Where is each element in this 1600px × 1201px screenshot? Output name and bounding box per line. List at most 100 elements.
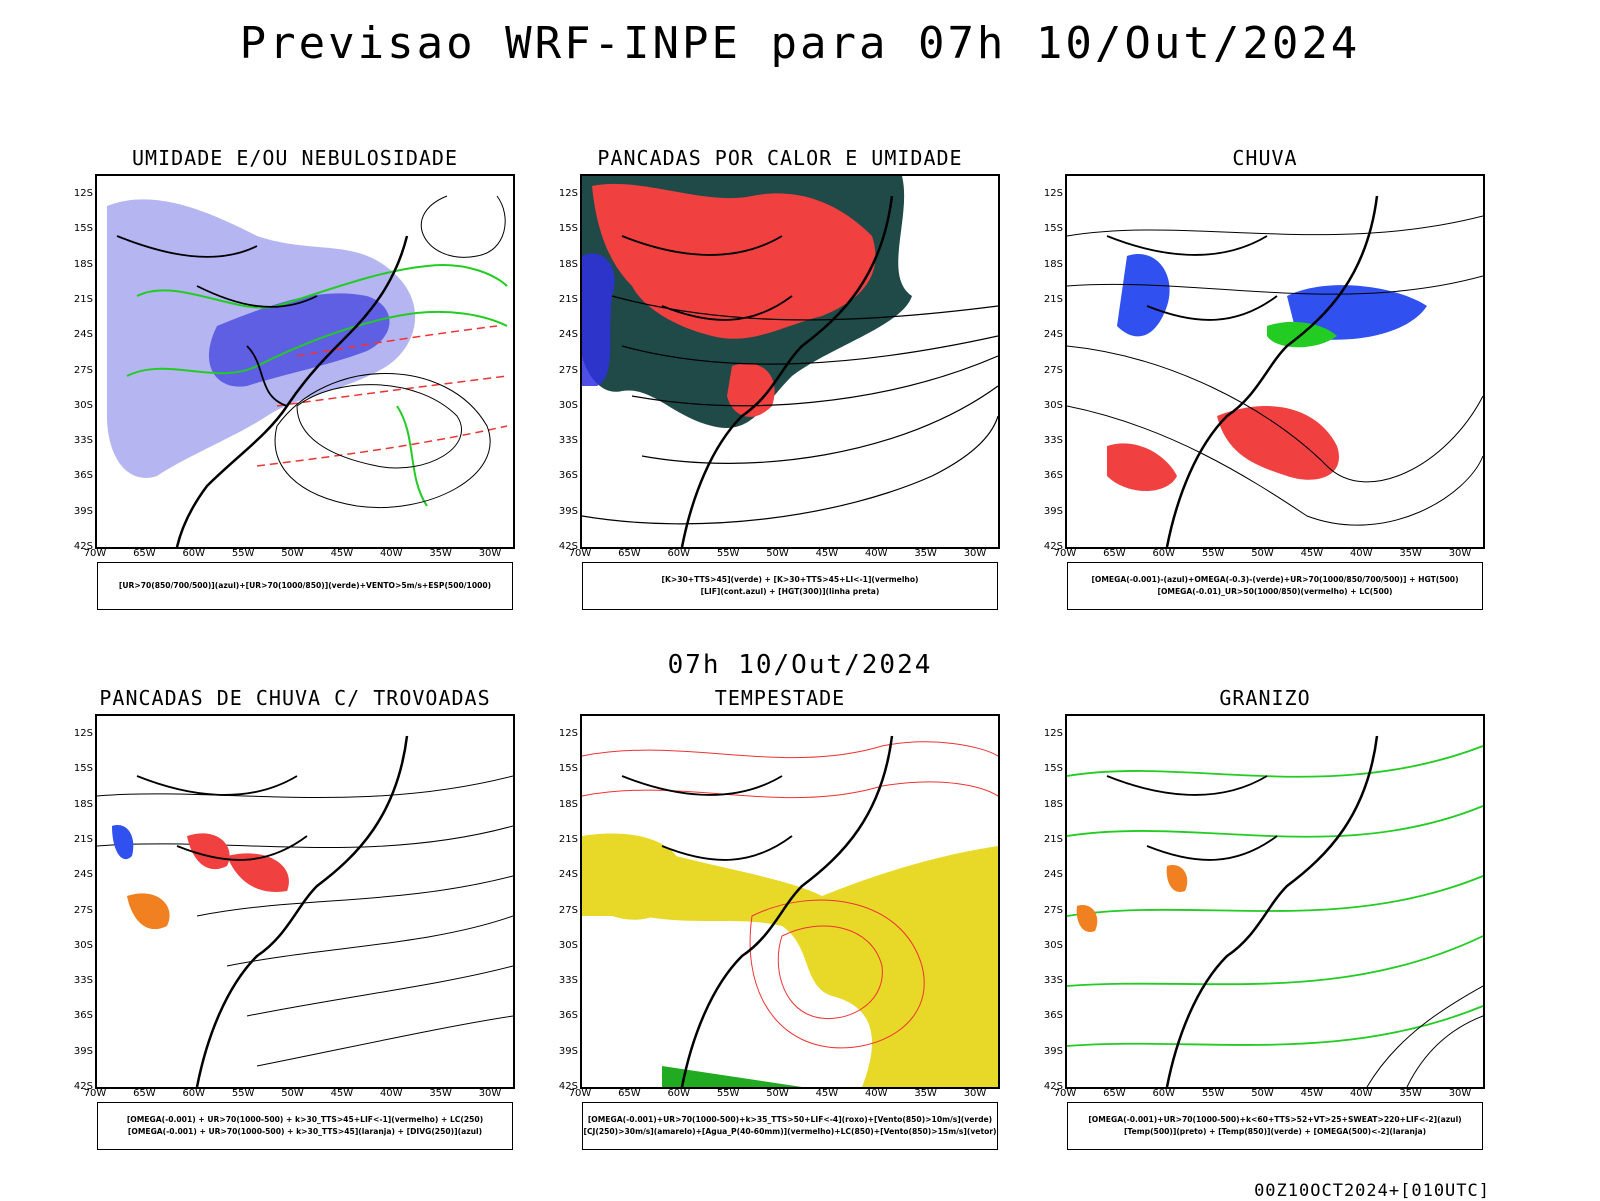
streamline (97, 775, 513, 799)
latitude-label: 30S (558, 399, 578, 411)
legend-line: [OMEGA(-0.001)+UR>70(1000-500)+k>35_TTS>… (587, 1115, 993, 1124)
run-identifier: 00Z10OCT2024+[010UTC] (1254, 1181, 1490, 1201)
legend-line: [OMEGA(-0.01)_UR>50(1000/850)(vermelho) … (1157, 587, 1393, 596)
streamline-850 (749, 899, 925, 1049)
panel-title: GRANIZO (1219, 686, 1311, 710)
state-borders (1106, 775, 1278, 861)
temp500-contour (1366, 985, 1483, 1087)
longitude-label: 45W (1300, 1088, 1324, 1099)
temp500-contour (1406, 1015, 1483, 1087)
longitude-label: 35W (1399, 548, 1422, 559)
map-pancadas-trovoadas (95, 714, 515, 1089)
latitude-label: 42S (558, 541, 578, 552)
latitude-label: 30S (73, 939, 93, 951)
latitude-label: 33S (1043, 435, 1063, 447)
latitude-label: 39S (73, 505, 93, 517)
longitude-label: 50W (766, 1088, 789, 1099)
latitude-label: 36S (558, 470, 578, 482)
map-graphic (107, 195, 508, 547)
longitude-label: 45W (815, 1088, 839, 1099)
longitude-label: 70W (568, 548, 592, 559)
coastline (680, 735, 894, 1087)
latitude-label: 15S (558, 763, 578, 775)
latitude-label: 24S (1043, 869, 1063, 881)
streamline (97, 825, 513, 849)
thickness-line (296, 325, 498, 357)
omega-fill-orange (1076, 905, 1098, 932)
coastline (175, 235, 409, 547)
latitude-label: 27S (1043, 904, 1063, 916)
latitude-label: 24S (73, 869, 93, 881)
humidity-fill-dark (208, 293, 390, 387)
latitude-label: 21S (558, 293, 578, 305)
longitude-label: 55W (231, 548, 255, 559)
temp850-contour (1067, 875, 1483, 917)
streamline (196, 875, 513, 917)
longitude-label: 30W (1448, 1088, 1472, 1099)
temp850-contour (1067, 935, 1483, 987)
hgt-contour (582, 415, 998, 525)
longitude-label: 35W (914, 1088, 937, 1099)
temp850-contour (1067, 1005, 1483, 1047)
longitude-label: 65W (133, 548, 156, 559)
latitude-label: 15S (1043, 763, 1063, 775)
latitude-label: 15S (73, 763, 93, 775)
thickness-line (256, 425, 508, 467)
panel-title: PANCADAS POR CALOR E UMIDADE (597, 146, 963, 170)
hgt-contour (1067, 215, 1483, 237)
state-borders (136, 775, 308, 861)
panel-title: UMIDADE E/OU NEBULOSIDADE (131, 146, 459, 170)
panel-pancadas-trovoadas: PANCADAS DE CHUVA C/ TROVOADAS [OMEGA(-0… (74, 686, 515, 1156)
legend-line: [OMEGA(-0.001)-(azul)+OMEGA(-0.3)-(verde… (1091, 575, 1459, 584)
longitude-label: 50W (281, 548, 304, 559)
latitude-label: 42S (1043, 541, 1063, 552)
streamline (246, 965, 513, 1017)
longitude-label: 40W (864, 548, 888, 559)
latitude-label: 21S (558, 833, 578, 845)
latitude-label: 15S (558, 223, 578, 235)
longitude-label: 50W (766, 548, 789, 559)
green-contour (126, 310, 508, 377)
latitude-label: 12S (558, 728, 578, 739)
legend-line: [OMEGA(-0.001)+UR>70(1000-500)+k<60+TTS>… (1088, 1115, 1462, 1124)
latitude-label: 18S (558, 798, 578, 810)
longitude-label: 45W (330, 548, 354, 559)
wind-fill-green (662, 1066, 802, 1087)
latitude-label: 27S (73, 364, 93, 376)
latitude-label: 21S (73, 293, 93, 305)
panel-umidade: UMIDADE E/OU NEBULOSIDADE [UR>70(850/700… (74, 146, 515, 616)
legend-box: [K>30+TTS>45](verde) + [K>30+TTS>45+LI<-… (582, 562, 998, 610)
temp850-contour (1067, 745, 1483, 778)
longitude-label: 40W (1349, 1088, 1373, 1099)
legend-box: [UR>70(850/700/500)](azul)+[UR>70(1000/8… (97, 562, 513, 610)
state-borders (116, 235, 318, 407)
longitude-label: 50W (1251, 1088, 1274, 1099)
latitude-label: 24S (558, 869, 578, 881)
latitude-label: 36S (73, 470, 93, 482)
map-chuva (1065, 174, 1485, 549)
map-graphic (582, 176, 998, 547)
latitude-label: 36S (558, 1010, 578, 1022)
longitude-label: 30W (963, 1088, 987, 1099)
longitude-label: 60W (1152, 1088, 1176, 1099)
longitude-label: 40W (379, 548, 403, 559)
streamline (256, 1015, 513, 1067)
map-umidade (95, 174, 515, 549)
longitude-label: 60W (182, 548, 206, 559)
longitude-label: 30W (963, 548, 987, 559)
longitude-label: 70W (1053, 548, 1077, 559)
hgt-contour (641, 385, 998, 464)
coastline (680, 195, 894, 547)
longitude-label: 65W (618, 548, 641, 559)
latitude-label: 27S (558, 904, 578, 916)
latitude-label: 12S (1043, 728, 1063, 739)
longitude-label: 70W (83, 548, 107, 559)
longitude-label: 30W (478, 548, 502, 559)
storm-fill-red (187, 833, 230, 870)
longitude-label: 45W (815, 548, 839, 559)
latitude-label: 12S (73, 728, 93, 739)
latitude-label: 27S (1043, 364, 1063, 376)
latitude-label: 21S (1043, 293, 1063, 305)
longitude-label: 45W (330, 1088, 354, 1099)
longitude-label: 35W (914, 548, 937, 559)
